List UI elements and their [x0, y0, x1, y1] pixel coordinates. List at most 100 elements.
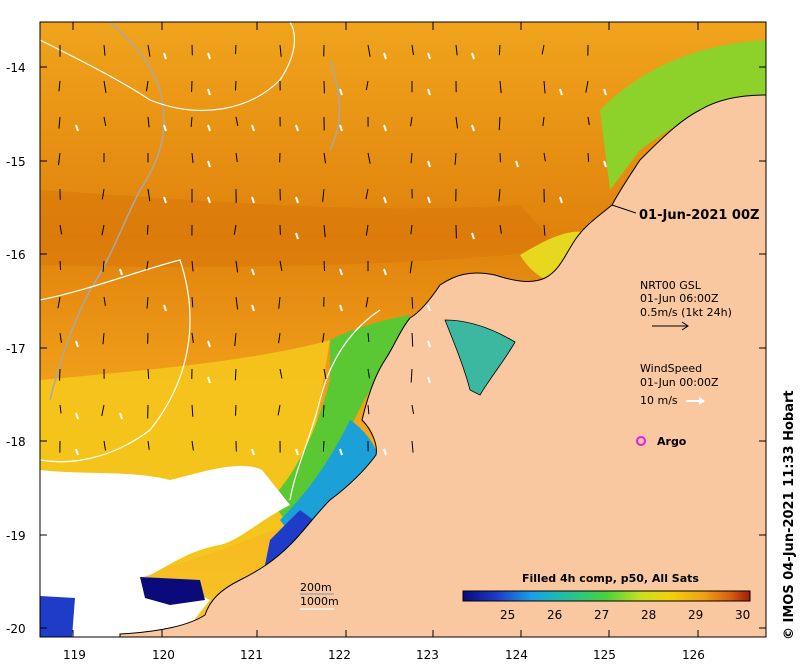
lat-label: -20: [6, 622, 26, 636]
wind-arrow-icon: [339, 448, 343, 456]
lat-label: -19: [6, 529, 26, 543]
current-arrow-icon: [147, 440, 150, 450]
wind-arrow-icon: [603, 160, 607, 168]
current-arrow-icon: [59, 260, 62, 270]
svg-text:01-Jun 06:00Z: 01-Jun 06:00Z: [640, 292, 719, 305]
current-arrow-icon: [58, 80, 61, 92]
wind-arrow-icon: [163, 196, 167, 204]
current-arrow-icon: [147, 188, 151, 202]
current-arrow-icon: [543, 224, 546, 236]
current-arrow-icon: [652, 321, 689, 331]
current-arrow-icon: [191, 404, 194, 417]
current-arrow-icon: [101, 404, 105, 417]
wind-arrow-icon: [427, 376, 431, 384]
current-arrow-icon: [234, 80, 237, 91]
current-arrow-icon: [279, 368, 283, 379]
wind-arrow-icon: [427, 52, 431, 60]
current-arrow-icon: [323, 260, 326, 272]
date-label: 01-Jun-2021 00Z: [639, 208, 759, 223]
current-arrow-icon: [323, 152, 327, 164]
wind-arrow-icon: [207, 196, 211, 204]
lon-label: 126: [682, 648, 705, 662]
current-arrow-icon: [322, 404, 325, 418]
wind-arrow-icon: [559, 196, 563, 204]
wind-arrow-icon: [75, 340, 79, 348]
contour-200m: [49, 22, 165, 401]
current-arrow-icon: [411, 332, 414, 347]
current-arrow-icon: [278, 296, 281, 309]
colorbar-tick: 29: [688, 608, 703, 622]
wind-arrow-icon: [207, 88, 211, 96]
wind-arrow-icon: [75, 124, 79, 132]
current-arrow-icon: [498, 188, 501, 202]
current-arrow-icon: [278, 332, 281, 344]
lon-label: 122: [328, 648, 351, 662]
current-arrow-icon: [103, 440, 107, 451]
current-arrow-icon: [499, 80, 502, 94]
currents-legend: NRT00 GSL 01-Jun 06:00Z 0.5m/s (1kt 24h): [640, 279, 732, 331]
svg-text:NRT00 GSL: NRT00 GSL: [640, 279, 702, 292]
current-arrow-icon: [322, 440, 325, 452]
wind-arrow-icon: [603, 88, 607, 96]
wind-arrow-icon: [251, 448, 255, 456]
current-arrow-icon: [191, 332, 194, 343]
current-arrow-icon: [543, 152, 546, 162]
current-arrow-icon: [58, 116, 61, 129]
current-arrow-icon: [146, 224, 149, 235]
cloud-gap: [40, 465, 290, 605]
current-arrow-icon: [277, 404, 281, 416]
current-arrow-icon: [191, 296, 194, 308]
wind-arrow-icon: [383, 124, 387, 132]
contour-1000m: [40, 22, 296, 111]
colorbar-tick: 26: [547, 608, 562, 622]
wind-arrow-icon: [119, 412, 123, 420]
lon-label: 125: [593, 648, 616, 662]
current-arrow-icon: [57, 296, 61, 309]
current-arrow-icon: [103, 296, 106, 306]
current-arrow-icon: [103, 44, 106, 56]
lat-label: -15: [6, 155, 26, 169]
current-arrow-icon: [585, 80, 589, 93]
current-arrow-icon: [410, 224, 413, 235]
svg-text:1000m: 1000m: [300, 595, 339, 608]
current-arrow-icon: [322, 188, 325, 202]
current-arrow-icon: [234, 44, 237, 55]
current-arrow-icon: [235, 260, 239, 273]
bathymetry-legend: 200m 1000m: [300, 581, 339, 610]
current-arrow-icon: [587, 152, 590, 162]
svg-text:10 m/s: 10 m/s: [640, 394, 678, 407]
current-vectors: [57, 44, 607, 456]
current-arrow-icon: [411, 404, 415, 414]
wind-arrow-icon: [427, 160, 431, 168]
wind-arrow-icon: [383, 268, 387, 276]
wind-arrow-icon: [295, 124, 299, 132]
current-arrow-icon: [102, 332, 105, 345]
wind-arrow-icon: [207, 340, 211, 348]
lon-label: 120: [152, 648, 175, 662]
wind-arrow-icon: [251, 268, 255, 276]
current-arrow-icon: [235, 296, 239, 310]
current-arrow-icon: [365, 80, 369, 91]
current-arrow-icon: [499, 224, 502, 234]
current-arrow-icon: [147, 44, 151, 57]
current-arrow-icon: [146, 260, 149, 270]
wind-arrow-icon: [75, 412, 79, 420]
current-arrow-icon: [191, 440, 194, 451]
wind-arrow-icon: [471, 52, 475, 60]
wind-arrow-icon: [559, 88, 563, 96]
map-plot-area: [40, 22, 766, 637]
current-arrow-icon: [59, 332, 62, 343]
current-arrow-icon: [367, 332, 370, 342]
wind-legend: WindSpeed 01-Jun 00:00Z 10 m/s: [640, 362, 719, 407]
svg-text:WindSpeed: WindSpeed: [640, 362, 702, 375]
current-arrow-icon: [147, 116, 150, 128]
wind-arrow-icon: [686, 397, 705, 405]
colorbar-tick: 28: [641, 608, 656, 622]
lon-label: 121: [240, 648, 263, 662]
current-arrow-icon: [191, 260, 194, 272]
wind-arrow-icon: [339, 124, 343, 132]
wind-arrow-icon: [339, 268, 343, 276]
current-arrow-icon: [57, 152, 61, 166]
wind-arrow-icon: [515, 160, 519, 168]
wind-arrow-icon: [383, 196, 387, 204]
